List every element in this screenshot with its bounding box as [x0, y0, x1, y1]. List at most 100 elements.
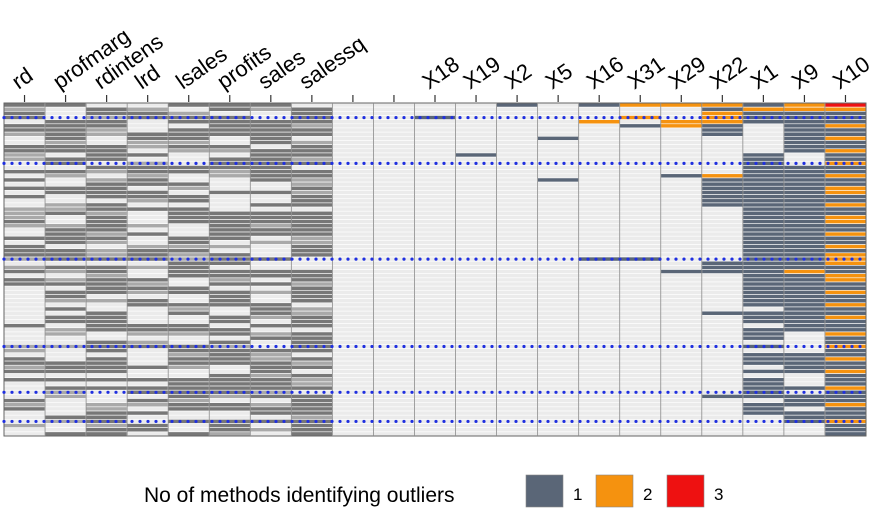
heatmap-cell — [167, 335, 210, 341]
heatmap-cell — [126, 111, 169, 116]
heatmap-cell — [701, 327, 744, 333]
heatmap-cell — [701, 385, 744, 391]
heatmap-cell — [208, 219, 251, 225]
heatmap-cell — [126, 335, 169, 341]
heatmap-cell — [824, 177, 867, 183]
heatmap-cell — [414, 190, 456, 195]
heatmap-cell — [85, 227, 128, 233]
heatmap-cell — [824, 156, 867, 162]
heatmap-cell — [537, 111, 579, 116]
heatmap-cell — [3, 231, 46, 237]
legend-label: 3 — [714, 485, 723, 504]
heatmap-cell — [660, 406, 703, 412]
heatmap-cell — [291, 306, 333, 312]
heatmap-cell — [660, 177, 703, 183]
heatmap-cell — [660, 356, 703, 362]
heatmap-cell — [660, 431, 703, 437]
heatmap-cell — [167, 269, 210, 274]
heatmap-cell — [660, 348, 703, 354]
heatmap-cell — [742, 190, 785, 195]
heatmap-cell — [496, 215, 538, 220]
heatmap-cell — [578, 431, 621, 437]
heatmap-cell — [701, 131, 744, 137]
heatmap-cell — [167, 319, 210, 324]
heatmap-cell — [373, 181, 415, 187]
legend-label: 1 — [573, 485, 582, 504]
heatmap-cell — [783, 265, 826, 270]
heatmap-cell — [824, 398, 867, 404]
heatmap-cell — [455, 152, 497, 158]
heatmap-cell — [167, 185, 210, 191]
heatmap-cell — [742, 106, 785, 112]
heatmap-cell — [578, 285, 621, 291]
heatmap-cell — [332, 173, 374, 179]
heatmap-cell — [126, 319, 169, 324]
heatmap-cell — [660, 123, 703, 129]
heatmap-cell — [742, 339, 785, 345]
heatmap-cell — [208, 248, 251, 254]
heatmap-cell — [332, 156, 374, 162]
heatmap-cell — [783, 140, 826, 145]
heatmap-cell — [537, 319, 579, 324]
heatmap-cell — [44, 244, 87, 249]
heatmap-cell — [291, 227, 333, 233]
heatmap-cell — [701, 102, 744, 108]
heatmap-cell — [44, 231, 87, 237]
heatmap-cell — [332, 381, 374, 387]
heatmap-cell — [496, 148, 538, 154]
heatmap-cell — [537, 106, 579, 112]
heatmap-cell — [783, 269, 826, 274]
heatmap-cell — [85, 206, 128, 212]
heatmap-cell — [85, 323, 128, 329]
heatmap-cell — [783, 215, 826, 220]
heatmap-cell — [85, 194, 128, 200]
heatmap-cell — [373, 294, 415, 299]
heatmap-cell — [414, 281, 456, 287]
heatmap-cell — [701, 360, 744, 366]
heatmap-cell — [167, 431, 210, 437]
heatmap-cell — [578, 152, 621, 158]
heatmap-cell — [332, 281, 374, 287]
heatmap-cell — [85, 152, 128, 158]
heatmap-cell — [249, 190, 292, 195]
heatmap-cell — [537, 190, 579, 195]
heatmap-cell — [783, 319, 826, 324]
heatmap-cell — [742, 210, 785, 216]
heatmap-cell — [578, 323, 621, 329]
heatmap-cell — [619, 227, 662, 233]
heatmap-cell — [208, 119, 251, 125]
heatmap-cell — [332, 152, 374, 158]
column-lrd — [126, 102, 169, 437]
heatmap-cell — [85, 244, 128, 249]
heatmap-cell — [126, 290, 169, 295]
heatmap-cell — [701, 219, 744, 225]
heatmap-cell — [167, 302, 210, 308]
heatmap-cell — [332, 290, 374, 295]
heatmap-cell — [824, 173, 867, 179]
heatmap-cell — [373, 206, 415, 212]
heatmap-cell — [783, 177, 826, 183]
heatmap-cell — [332, 194, 374, 200]
heatmap-cell — [537, 273, 579, 279]
heatmap-cell — [619, 240, 662, 245]
heatmap-cell — [3, 252, 46, 258]
heatmap-cell — [167, 290, 210, 295]
heatmap-cell — [249, 210, 292, 216]
heatmap-cell — [332, 364, 374, 370]
heatmap-cell — [85, 123, 128, 129]
heatmap-cell — [742, 140, 785, 145]
heatmap-cell — [167, 348, 210, 354]
heatmap-cell — [208, 260, 251, 266]
heatmap-cell — [332, 373, 374, 379]
heatmap-cell — [701, 223, 744, 229]
heatmap-cell — [783, 306, 826, 312]
heatmap-cell — [578, 294, 621, 299]
heatmap-cell — [208, 231, 251, 237]
heatmap-cell — [414, 206, 456, 212]
heatmap-cell — [167, 394, 210, 399]
heatmap-cell — [332, 131, 374, 137]
heatmap-cell — [701, 169, 744, 175]
heatmap-cell — [619, 198, 662, 204]
heatmap-cell — [167, 190, 210, 195]
heatmap-cell — [414, 277, 456, 283]
